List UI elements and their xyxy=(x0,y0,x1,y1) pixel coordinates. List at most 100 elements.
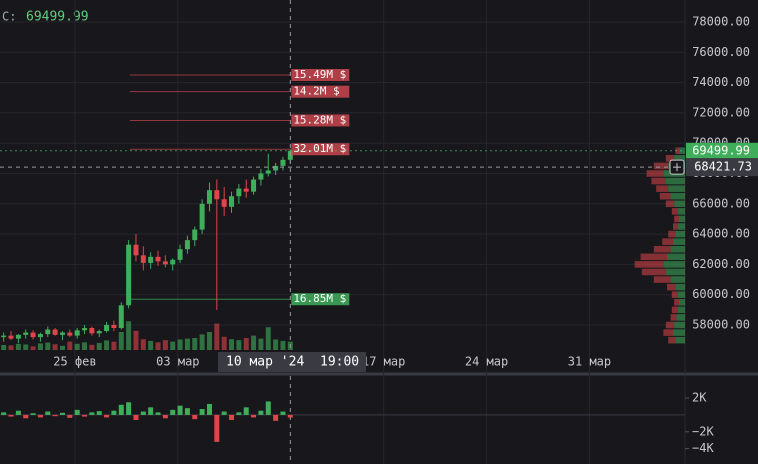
volume-bar xyxy=(243,338,249,350)
volume-bar xyxy=(52,344,58,350)
y-tick-label: 58000.00 xyxy=(692,318,750,332)
candle-body xyxy=(37,334,43,338)
volume-bar xyxy=(96,343,102,350)
delta-bar xyxy=(52,414,58,417)
candle-body xyxy=(74,330,80,336)
x-tick-label: 24 мар xyxy=(465,355,508,369)
candle-body xyxy=(59,332,65,335)
volume-bar xyxy=(45,342,51,350)
profile-sell xyxy=(671,208,678,215)
delta-bar xyxy=(15,410,21,415)
profile-sell xyxy=(671,306,678,314)
volume-bar xyxy=(236,340,242,350)
x-tick-label: 03 мар xyxy=(156,355,199,369)
volume-bar xyxy=(192,338,198,350)
annotation-label: 15.49M $ xyxy=(293,68,346,81)
volume-bar xyxy=(23,344,29,350)
profile-buy xyxy=(677,223,685,230)
delta-bar xyxy=(170,409,176,415)
delta-bar xyxy=(214,414,220,442)
volume-bar xyxy=(67,341,73,350)
profile-buy xyxy=(677,306,685,314)
profile-sell xyxy=(665,321,675,329)
volume-bar xyxy=(177,339,183,350)
volume-bar xyxy=(258,338,264,350)
candle-body xyxy=(192,229,198,241)
candle-body xyxy=(1,335,7,338)
annotation-box xyxy=(291,69,350,81)
profile-sell xyxy=(667,283,676,291)
volume-bar xyxy=(280,340,286,350)
annotation-box xyxy=(291,293,350,306)
x-tick-label: 25 фев xyxy=(53,355,96,369)
volume-bar xyxy=(15,343,21,350)
profile-sell xyxy=(653,276,671,283)
annotation-box xyxy=(291,85,350,98)
delta-bar xyxy=(148,407,154,415)
profile-buy xyxy=(676,314,685,321)
candle-body xyxy=(155,256,161,262)
annotation-label: 14.2M $ xyxy=(293,85,339,98)
profile-buy xyxy=(667,253,685,261)
candle-body xyxy=(148,256,154,263)
delta-bar xyxy=(74,409,80,415)
profile-buy xyxy=(675,336,685,344)
volume-bar xyxy=(8,345,14,350)
candle-body xyxy=(177,249,183,260)
annotation-box xyxy=(291,143,350,156)
delta-bar xyxy=(89,412,95,415)
delta-bar xyxy=(243,407,249,415)
candle-body xyxy=(45,329,51,335)
delta-bar xyxy=(162,414,168,419)
delta-bar xyxy=(184,408,190,415)
volume-bar xyxy=(162,340,168,350)
candle-body xyxy=(126,244,132,306)
delta-bar xyxy=(111,410,117,415)
annotation-label: 15.28M $ xyxy=(293,113,346,126)
volume-bar xyxy=(82,342,88,350)
profile-buy xyxy=(668,185,685,192)
volume-bar xyxy=(1,344,7,350)
delta-bar xyxy=(199,409,205,415)
delta-bar xyxy=(104,414,110,418)
volume-bar xyxy=(170,341,176,350)
delta-bar xyxy=(118,404,124,415)
annotation-label: 32.01M $ xyxy=(293,142,346,155)
candle-body xyxy=(15,334,21,339)
candle-body xyxy=(23,332,29,335)
volume-bar xyxy=(265,327,271,350)
profile-sell xyxy=(634,261,664,268)
profile-buy xyxy=(670,245,685,253)
candle-body xyxy=(67,332,73,336)
candle-body xyxy=(236,188,242,197)
y-tick-label: 72000.00 xyxy=(692,105,750,119)
y-tick-label: 78000.00 xyxy=(692,14,750,28)
candle-body xyxy=(104,325,110,332)
volume-bar xyxy=(184,338,190,350)
last-price-label: 69499.99 xyxy=(692,143,750,157)
y-tick-label: 64000.00 xyxy=(692,227,750,241)
y-tick-label: −4K xyxy=(692,441,714,455)
profile-buy xyxy=(663,261,685,268)
delta-bar xyxy=(37,414,43,418)
profile-buy xyxy=(674,321,685,329)
candle-body xyxy=(170,259,176,265)
candle-body xyxy=(199,203,205,230)
delta-bar xyxy=(258,410,264,415)
profile-buy xyxy=(670,276,685,283)
profile-buy xyxy=(673,329,685,336)
delta-bar xyxy=(229,414,235,420)
profile-sell xyxy=(675,147,679,155)
volume-bar xyxy=(30,346,36,350)
profile-sell xyxy=(668,230,676,238)
delta-bar xyxy=(221,411,227,415)
profile-sell xyxy=(651,177,666,185)
x-tick-label: 31 мар xyxy=(568,355,611,369)
profile-buy xyxy=(665,268,685,276)
delta-bar xyxy=(8,414,14,417)
plus-icon xyxy=(673,163,681,172)
profile-sell xyxy=(663,329,673,336)
delta-bar xyxy=(23,414,29,419)
